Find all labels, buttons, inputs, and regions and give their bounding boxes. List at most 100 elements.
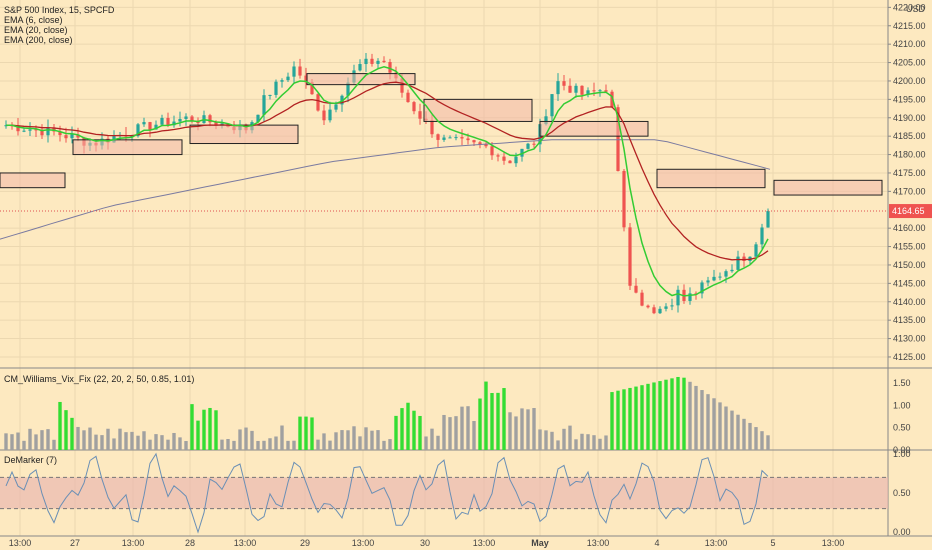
vix-bar: [616, 390, 620, 450]
candle-body: [376, 60, 380, 64]
candle-body: [448, 137, 452, 139]
candle-body: [670, 305, 674, 307]
vix-bar: [34, 434, 38, 450]
zone-box-1: [72, 139, 183, 156]
vix-bar: [406, 402, 410, 450]
zone-box-3: [306, 73, 416, 86]
x-axis-label: 13:00: [705, 538, 728, 548]
candle-body: [640, 292, 644, 306]
candle-body: [676, 289, 680, 306]
candle-body: [568, 85, 572, 93]
ema20-line: [6, 81, 769, 261]
x-axis-label: 29: [300, 538, 310, 548]
x-axis-label: 4: [654, 538, 659, 548]
vix-bar: [556, 440, 560, 450]
vix-bar: [592, 435, 596, 450]
vix-bar: [28, 428, 32, 450]
vix-bar: [16, 432, 20, 450]
vix-bar: [460, 406, 464, 450]
candle-body: [316, 94, 320, 111]
vix-bar: [40, 430, 44, 450]
candle-body: [436, 134, 440, 140]
vix-bar: [574, 439, 578, 450]
price-tick-label: 4220.00: [893, 2, 926, 12]
candle-body: [472, 140, 476, 143]
x-axis-label: 13:00: [9, 538, 32, 548]
vix-bar: [46, 429, 50, 450]
vix-bar: [640, 385, 644, 450]
vix-bar: [178, 437, 182, 450]
candle-body: [382, 60, 386, 62]
vix-bar: [250, 430, 254, 450]
vix-tick-label: 1.00: [893, 400, 911, 410]
price-tick-label: 4145.00: [893, 278, 926, 288]
vix-bar: [412, 410, 416, 450]
candle-body: [646, 305, 650, 308]
vix-bar: [676, 376, 680, 450]
candle-body: [154, 124, 158, 130]
vix-bar: [88, 427, 92, 450]
price-tick-label: 4185.00: [893, 131, 926, 141]
candle-body: [160, 117, 164, 125]
vix-bar: [484, 381, 488, 450]
price-tick-label: 4125.00: [893, 352, 926, 362]
candle-body: [574, 85, 578, 93]
vix-bar: [358, 436, 362, 450]
vix-bar: [760, 431, 764, 450]
zone-box-7: [773, 179, 883, 196]
candle-body: [328, 109, 332, 121]
vix-tick-label: 0.50: [893, 423, 911, 433]
candle-body: [532, 143, 536, 145]
x-axis-label: 30: [420, 538, 430, 548]
vix-bar: [124, 432, 128, 450]
vix-bar: [430, 428, 434, 450]
vix-bar: [502, 388, 506, 450]
candle-body: [64, 135, 68, 139]
ema200-line: [0, 139, 771, 240]
candle-body: [412, 102, 416, 112]
vix-bar: [736, 414, 740, 450]
vix-bar: [232, 440, 236, 450]
candle-body: [604, 90, 608, 92]
candle-body: [16, 125, 20, 132]
candle-body: [370, 58, 374, 64]
candle-body: [490, 146, 494, 156]
candles: [4, 53, 770, 315]
vix-bar: [310, 417, 314, 450]
vix-bar: [490, 393, 494, 450]
candle-body: [652, 307, 656, 314]
candle-body: [622, 171, 626, 228]
vix-bar: [196, 420, 200, 450]
candle-body: [334, 104, 338, 110]
x-axis-label: 13:00: [473, 538, 496, 548]
vix-bar: [472, 420, 476, 450]
vix-bar: [418, 415, 422, 450]
vix-bar: [142, 431, 146, 450]
demarker-band: [0, 477, 888, 509]
candle-body: [442, 137, 446, 140]
vix-bar: [700, 390, 704, 450]
candle-body: [70, 134, 74, 139]
vix-bar: [316, 439, 320, 450]
x-axis-label: 28: [185, 538, 195, 548]
candle-body: [754, 244, 758, 257]
vix-bar: [172, 432, 176, 450]
vix-bar: [334, 432, 338, 450]
vix-bar: [526, 409, 530, 450]
candle-body: [544, 116, 548, 125]
vix-bar: [10, 434, 14, 450]
x-axis-label: 13:00: [587, 538, 610, 548]
x-axis-label: 27: [70, 538, 80, 548]
candle-body: [418, 111, 422, 119]
vix-bar: [214, 410, 218, 450]
vix-bar: [52, 439, 56, 450]
vix-bar: [400, 408, 404, 450]
vix-bar: [670, 378, 674, 450]
candle-body: [718, 276, 722, 278]
vix-bar: [328, 440, 332, 450]
candle-body: [76, 134, 80, 138]
vix-bar: [658, 381, 662, 450]
vix-bar: [748, 422, 752, 450]
candle-body: [172, 121, 176, 126]
